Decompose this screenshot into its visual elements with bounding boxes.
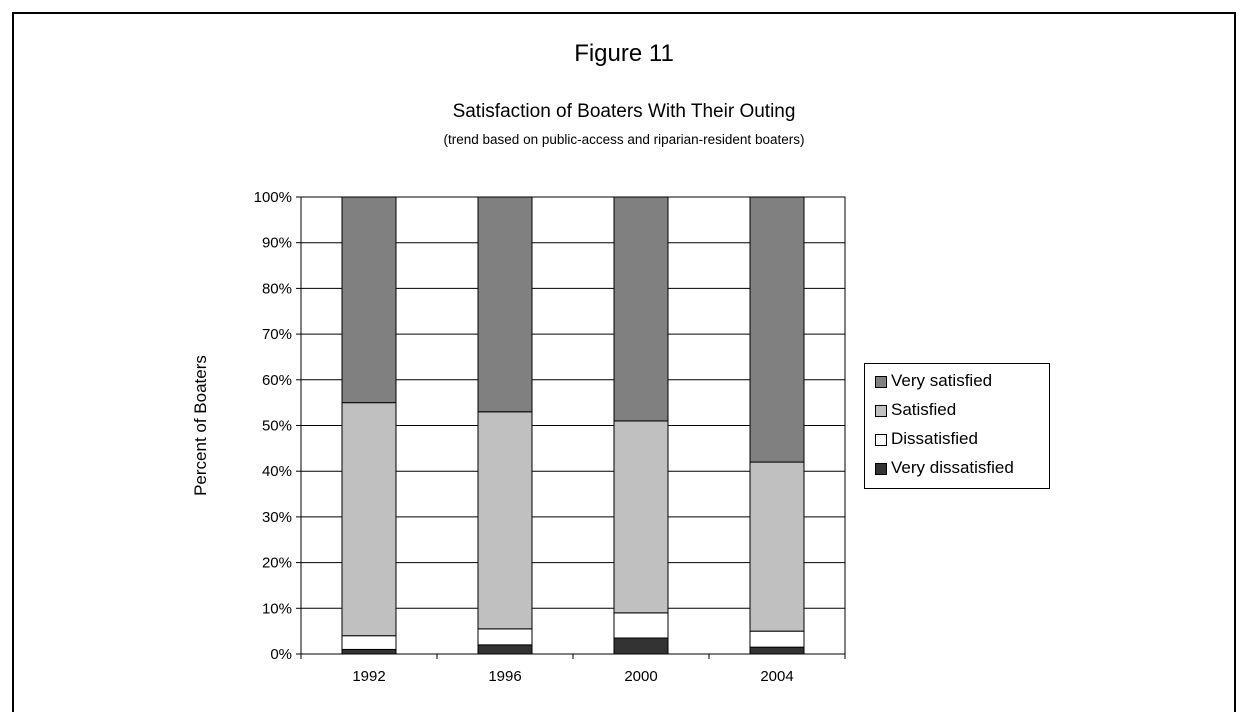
bar-dissatisfied-2004 [749,630,805,648]
legend-label: Satisfied [891,400,957,419]
bar-very-satisfied-2004 [749,196,805,463]
bar-very-dissatisfied-1992 [341,648,397,655]
bar-dissatisfied-1996 [477,628,533,646]
legend-swatch [875,376,887,388]
legend-label: Very satisfied [891,371,993,390]
y-tick-label: 70% [262,326,292,343]
x-tick-label: 2000 [624,668,657,685]
y-tick-label: 10% [262,600,292,617]
bar-satisfied-1996 [477,411,533,630]
bar-very-satisfied-1996 [477,196,533,413]
plot-border [300,196,846,655]
y-axis-label: Percent of Boaters [191,355,210,496]
bar-satisfied-1992 [341,402,397,637]
figure-frame [12,12,1236,712]
y-tick-label: 0% [270,646,292,663]
chart-title: Satisfaction of Boaters With Their Outin… [452,101,796,122]
legend-label: Dissatisfied [891,429,978,448]
legend-item: Dissatisfied [873,426,1049,455]
bar-very-dissatisfied-1996 [477,644,533,655]
bar-dissatisfied-2000 [613,612,669,639]
legend-swatch [875,405,887,417]
y-tick-label: 50% [262,418,292,435]
bar-very-satisfied-2000 [613,196,669,422]
y-tick-label: 20% [262,555,292,572]
legend-item: Satisfied [873,397,1049,426]
legend-swatch [875,463,887,475]
y-tick-label: 90% [262,235,292,252]
chart-legend: Very satisfied Satisfied Dissatisfied Very … [864,363,1050,489]
bar-satisfied-2004 [749,461,805,632]
y-tick-label: 40% [262,463,292,480]
x-tick-label: 1996 [488,668,521,685]
y-tick-label: 100% [254,189,292,206]
y-tick-label: 60% [262,372,292,389]
bar-satisfied-2000 [613,420,669,614]
chart-subtitle: (trend based on public-access and ripari… [443,132,805,147]
legend-item: Very dissatisfied [873,455,1049,484]
y-tick-label: 80% [262,280,292,297]
bar-very-satisfied-1992 [341,196,397,404]
legend-label: Very dissatisfied [891,458,1014,477]
bar-dissatisfied-1992 [341,635,397,650]
bar-very-dissatisfied-2004 [749,646,805,655]
y-tick-label: 30% [262,509,292,526]
bar-very-dissatisfied-2000 [613,637,669,655]
x-tick-label: 2004 [760,668,793,685]
figure-label: Figure 11 [574,40,674,67]
legend-swatch [875,434,887,446]
x-tick-label: 1992 [352,668,385,685]
legend-item: Very satisfied [873,368,1049,397]
